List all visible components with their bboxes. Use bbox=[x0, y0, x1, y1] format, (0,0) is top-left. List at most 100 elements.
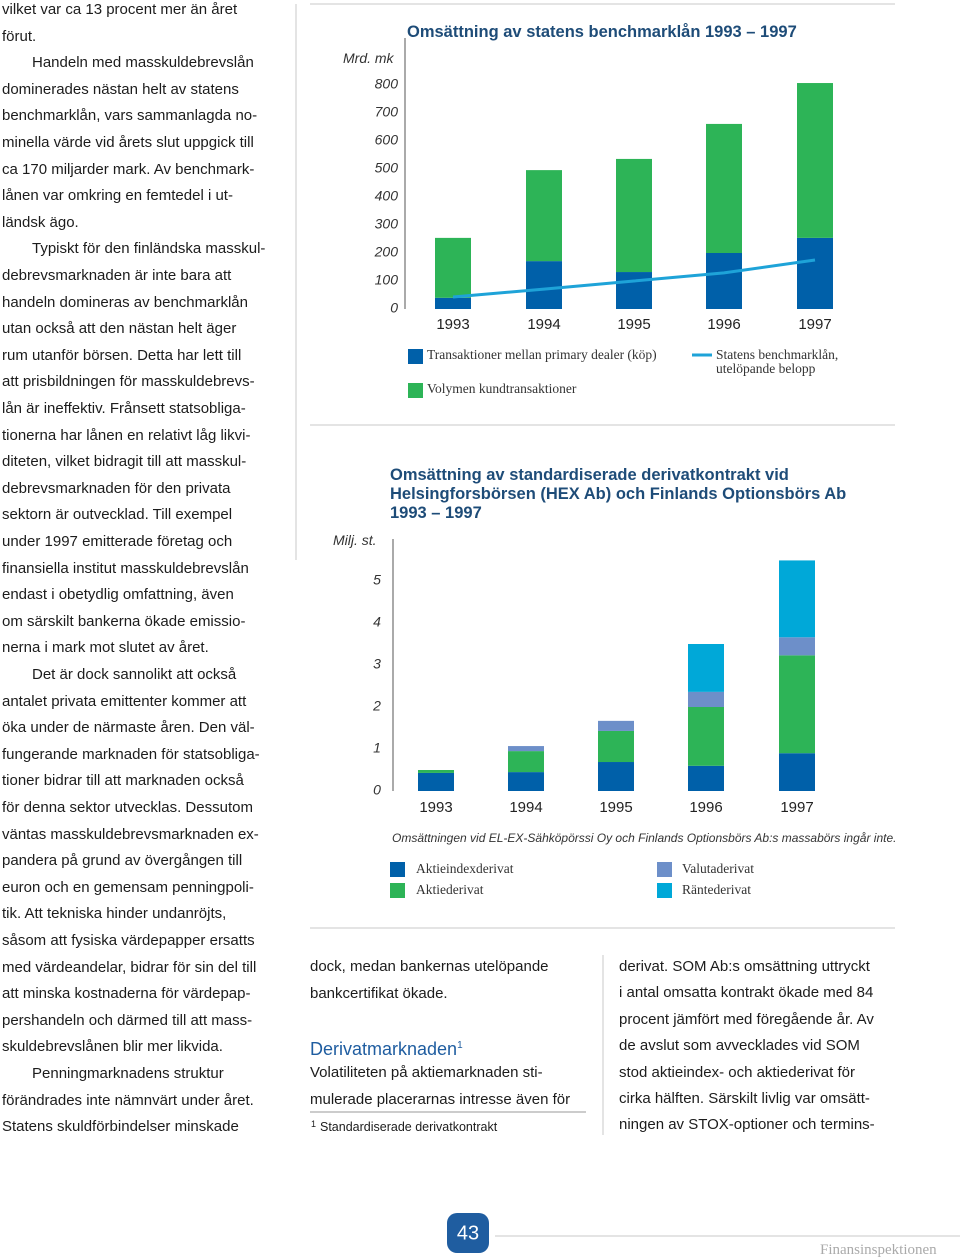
bar-segment bbox=[688, 644, 724, 692]
body-text-line: vilket var ca 13 procent mer än året bbox=[2, 1, 238, 18]
y-tick-label: 800 bbox=[375, 76, 399, 92]
y-tick-label: 1 bbox=[373, 740, 381, 756]
body-text-line: dominerades nästan helt av statens bbox=[2, 80, 239, 98]
body-text-line: lånen var omkring en femtedel i ut- bbox=[2, 187, 233, 205]
legend-label: Statens benchmarklån, utelöpande belopp bbox=[716, 347, 839, 376]
body-text-line: endast i obetydlig omfattning, även bbox=[2, 586, 234, 604]
body-text-line: med värdeandelar, bidrar för sin del til… bbox=[2, 958, 257, 976]
x-tick-label: 1994 bbox=[509, 799, 542, 816]
legend-swatch bbox=[390, 862, 405, 877]
body-text-line: under 1997 emitterade företag och bbox=[2, 533, 233, 550]
y-axis-label: Mrd. mk bbox=[343, 50, 394, 66]
body-text-line: antalet privata emittenter kommer att bbox=[2, 692, 247, 710]
legend-swatch bbox=[390, 883, 405, 898]
body-text-line: såsom att fysiska värdepapper ersatts bbox=[2, 932, 255, 949]
body-text-line: ningen av STOX-optioner och termins- bbox=[619, 1116, 875, 1134]
body-text-line: ca 170 miljarder mark. Av benchmark- bbox=[2, 160, 255, 178]
line-series bbox=[452, 258, 816, 299]
body-text-line: mulerade placerarnas intresse även för bbox=[310, 1091, 571, 1108]
body-text-line: ländsk ägo. bbox=[2, 213, 79, 231]
page-number: 43 bbox=[457, 1222, 479, 1244]
footnote-ref: 1 bbox=[457, 1040, 463, 1051]
bar-segment bbox=[779, 753, 815, 791]
bar-segment bbox=[706, 123, 742, 253]
y-tick-label: 0 bbox=[373, 782, 381, 798]
section-heading: Derivatmarknaden1 bbox=[310, 1039, 463, 1059]
body-text-line: debrevsmarknaden är inte bara att bbox=[2, 267, 232, 284]
body-text-line: Handeln med masskuldebrevslån bbox=[32, 54, 254, 72]
bar-segment bbox=[418, 770, 454, 773]
x-tick-label: 1997 bbox=[780, 799, 813, 816]
body-text-line: väntas masskuldebrevsmarknaden ex- bbox=[2, 825, 259, 843]
legend-swatch bbox=[657, 883, 672, 898]
footnote-text: Standardiserade derivatkontrakt bbox=[320, 1120, 498, 1134]
body-text-line: om särskilt bankerna ökade emissio- bbox=[2, 612, 246, 630]
bar-segment bbox=[779, 655, 815, 754]
bar-segment bbox=[508, 746, 544, 752]
bar-segment bbox=[526, 170, 562, 262]
legend-label: Aktieindexderivat bbox=[416, 861, 514, 876]
bar-segment bbox=[435, 237, 471, 298]
bar-segment bbox=[616, 272, 652, 309]
body-text-line: procent jämfört med föregående år. Av bbox=[619, 1010, 874, 1028]
body-text-line: att prisbildningen för masskuldebrevs- bbox=[2, 373, 255, 391]
x-tick-label: 1995 bbox=[599, 799, 632, 816]
bar-segment bbox=[797, 237, 833, 309]
y-tick-label: 5 bbox=[373, 572, 381, 588]
bar-segment bbox=[688, 707, 724, 766]
x-tick-label: 1993 bbox=[419, 799, 452, 816]
y-axis-label: Milj. st. bbox=[333, 532, 377, 548]
x-tick-label: 1997 bbox=[798, 316, 831, 333]
y-tick-label: 200 bbox=[374, 244, 399, 260]
x-tick-label: 1996 bbox=[707, 316, 740, 333]
body-text-line: pandera på grund av övergången till bbox=[2, 852, 243, 870]
body-text-line: Penningmarknadens struktur bbox=[32, 1065, 224, 1082]
body-text-line: stod aktieindex- och aktiederivat för bbox=[619, 1063, 855, 1081]
body-text-line: Typiskt för den finländska masskul- bbox=[32, 240, 266, 258]
body-text-line: lån är ineffektiv. Frånsett statsobliga- bbox=[2, 400, 246, 417]
bar-segment bbox=[688, 691, 724, 707]
y-tick-label: 700 bbox=[375, 104, 399, 120]
footnote-marker: 1 bbox=[311, 1119, 317, 1129]
body-text-line: rum utanför börsen. Detta har lett till bbox=[2, 346, 242, 364]
x-tick-label: 1996 bbox=[689, 799, 722, 816]
body-text-line: Det är dock sannolikt att också bbox=[32, 666, 237, 683]
bar-segment bbox=[779, 560, 815, 638]
legend-swatch bbox=[408, 349, 423, 364]
bar-segment bbox=[688, 765, 724, 791]
body-text-line: fungerande marknaden för statsobliga- bbox=[2, 745, 260, 763]
y-tick-label: 400 bbox=[375, 188, 399, 204]
bar-segment bbox=[779, 637, 815, 656]
chart-title: Omsättning av standardiserade derivatkon… bbox=[390, 466, 847, 522]
bar-segment bbox=[508, 751, 544, 773]
legend-label: Valutaderivat bbox=[682, 861, 754, 876]
body-text-line: cirka hälften. Särskilt livlig var omsät… bbox=[619, 1090, 870, 1107]
body-text-line: förändrades inte nämnvärt under året. bbox=[2, 1091, 254, 1109]
bar-segment bbox=[508, 772, 544, 791]
bar-segment bbox=[526, 261, 562, 309]
legend-label: Aktiederivat bbox=[416, 882, 484, 897]
publisher: Finansinspektionen bbox=[820, 1242, 937, 1258]
body-text-line: dock, medan bankernas utelöpande bbox=[310, 958, 549, 975]
bar-segment bbox=[598, 730, 634, 763]
body-text-line: benchmarklån, vars sammanlagda no- bbox=[2, 107, 258, 125]
body-text-line: sektorn är outvecklad. Till exempel bbox=[2, 506, 233, 524]
body-text-line: utan också att den nästan helt äger bbox=[2, 320, 237, 338]
legend-label: Transaktioner mellan primary dealer (köp… bbox=[427, 347, 657, 362]
body-text-line: minella värde vid årets slut uppgick til… bbox=[2, 134, 254, 151]
bar-segment bbox=[598, 720, 634, 731]
body-text-line: att minska kostnaderna för värdepap- bbox=[2, 985, 251, 1003]
body-text-line: diteten, vilket bidragit till att massku… bbox=[2, 453, 247, 471]
body-text-line: handeln domineras av benchmarklån bbox=[2, 293, 248, 311]
body-text-line: tionerna har lånen en relativt låg likvi… bbox=[2, 426, 251, 444]
y-tick-label: 0 bbox=[390, 300, 398, 316]
chart-note: Omsättningen vid EL-EX-Sähköpörssi Oy oc… bbox=[392, 831, 897, 845]
bar-segment bbox=[435, 297, 471, 309]
bar-segment bbox=[418, 772, 454, 791]
y-tick-label: 3 bbox=[373, 656, 381, 672]
x-tick-label: 1993 bbox=[436, 316, 469, 333]
body-text-line: derivat. SOM Ab:s omsättning uttryckt bbox=[619, 958, 870, 975]
body-text-line: debrevsmarknaden för den privata bbox=[2, 479, 231, 497]
body-text-line: tioner bidrar till att marknaden också bbox=[2, 772, 244, 790]
